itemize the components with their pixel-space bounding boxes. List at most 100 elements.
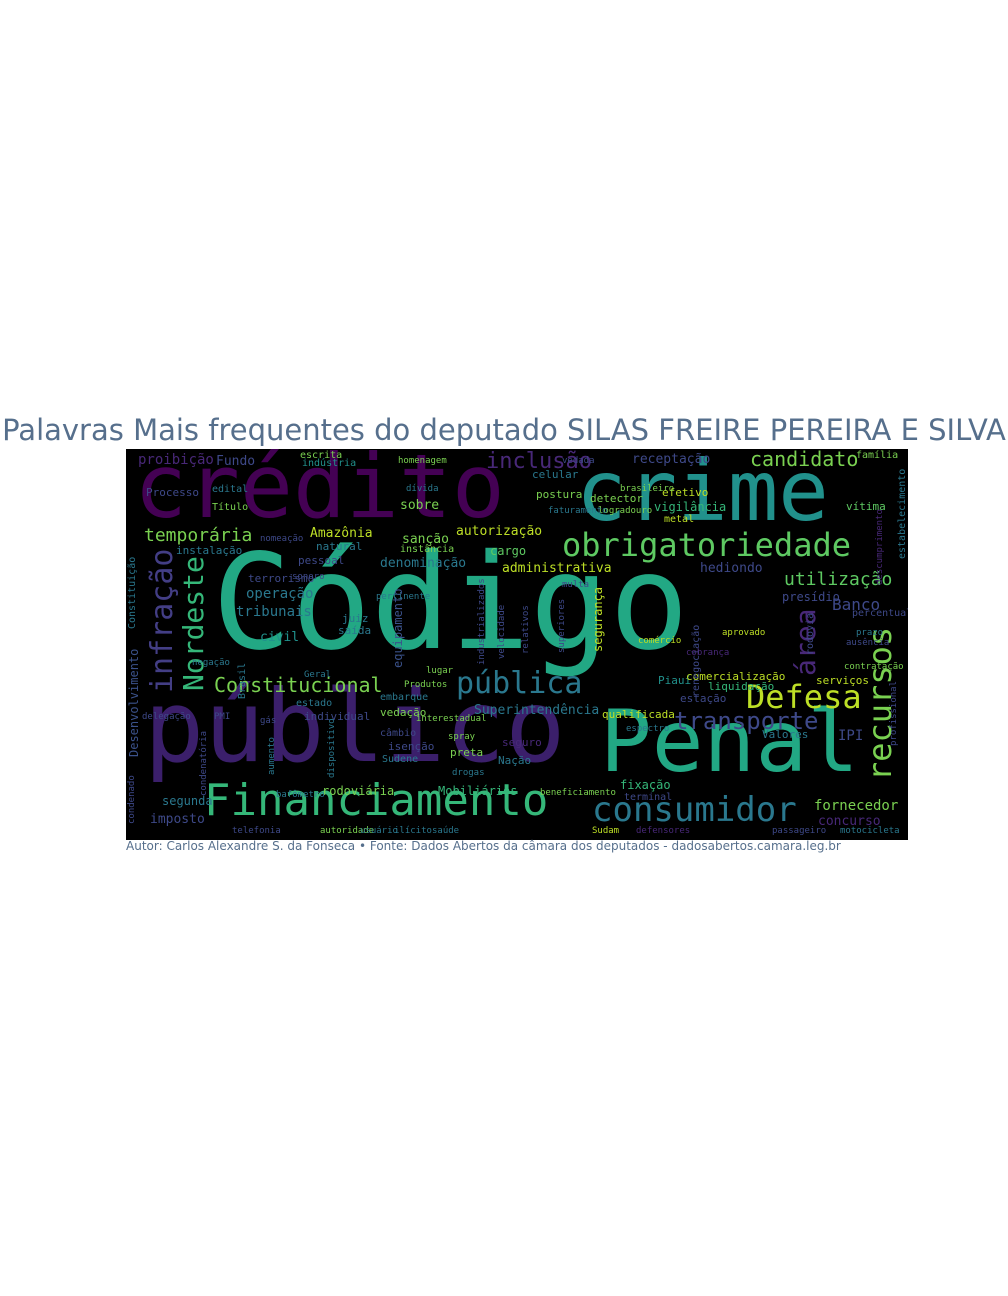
cloud-word: estabelecimento bbox=[897, 468, 908, 559]
cloud-word: velocidade bbox=[497, 604, 507, 659]
cloud-word: câmbio bbox=[380, 728, 417, 739]
cloud-word: Financiamento bbox=[204, 775, 549, 826]
cloud-word: autorização bbox=[456, 524, 543, 539]
cloud-word: spray bbox=[448, 732, 476, 742]
cloud-word: família bbox=[856, 450, 899, 461]
cloud-word: descumprimento bbox=[875, 508, 885, 585]
cloud-word: concurso bbox=[818, 814, 881, 829]
cloud-word: Sudene bbox=[382, 754, 419, 765]
cloud-word: faturamento bbox=[548, 506, 608, 516]
cloud-word: imposto bbox=[150, 812, 205, 827]
cloud-word: embarque bbox=[380, 692, 429, 703]
cloud-word: vigilância bbox=[654, 500, 727, 514]
cloud-word: usuário bbox=[360, 826, 398, 836]
cloud-word: homenagem bbox=[398, 456, 447, 466]
cloud-word: vítima bbox=[846, 500, 886, 513]
cloud-word: instância bbox=[400, 544, 455, 555]
cloud-word: fornecedor bbox=[814, 798, 899, 814]
cloud-word: crime bbox=[576, 449, 829, 540]
cloud-word: isenção bbox=[388, 740, 435, 753]
cloud-word: seguro bbox=[502, 736, 542, 749]
cloud-word: interestadual bbox=[416, 714, 487, 724]
cloud-word: cobrança bbox=[686, 648, 730, 658]
cloud-word: candidato bbox=[750, 449, 859, 471]
cloud-word: prazo bbox=[856, 628, 884, 638]
cloud-word: consumidor bbox=[592, 790, 797, 830]
cloud-word: percentual bbox=[852, 608, 908, 619]
cloud-word: metal bbox=[664, 514, 695, 525]
cloud-word: público bbox=[144, 668, 566, 785]
cloud-word: instalação bbox=[176, 544, 243, 557]
cloud-word: profissional bbox=[889, 680, 899, 746]
cloud-word: Constituição bbox=[127, 556, 138, 629]
cloud-word: terrorismo bbox=[248, 572, 315, 585]
source-credit: Autor: Carlos Alexandre S. da Fonseca • … bbox=[126, 839, 841, 853]
cloud-word: hediondo bbox=[700, 561, 763, 576]
cloud-word: bafômetro bbox=[276, 790, 325, 800]
cloud-word: pertinente bbox=[376, 592, 431, 602]
cloud-word: negação bbox=[192, 658, 230, 668]
cloud-word: terminal bbox=[624, 792, 673, 803]
cloud-word: celular bbox=[532, 468, 579, 481]
cloud-word: multa bbox=[562, 580, 590, 590]
cloud-word: postura bbox=[536, 488, 583, 501]
cloud-word: Código bbox=[212, 526, 689, 680]
cloud-word: Superintendência bbox=[474, 703, 600, 718]
cloud-word: Produtos bbox=[404, 680, 448, 690]
cloud-word: pública bbox=[456, 666, 583, 701]
cloud-word: saída bbox=[338, 624, 372, 637]
cloud-word: serviços bbox=[816, 674, 869, 687]
cloud-word: individual bbox=[304, 710, 371, 723]
cloud-word: natural bbox=[316, 540, 363, 553]
cloud-word: tribunais bbox=[236, 604, 312, 620]
cloud-word: inclusão bbox=[486, 449, 592, 474]
cloud-word: passageiro bbox=[772, 826, 827, 836]
cloud-word: logradouro bbox=[598, 506, 653, 516]
cloud-word: qualificada bbox=[602, 708, 675, 721]
cloud-word: vedação bbox=[380, 706, 427, 719]
cloud-word: Defesa bbox=[746, 678, 862, 716]
cloud-word: IPI bbox=[838, 728, 864, 744]
cloud-word: denominação bbox=[380, 556, 467, 571]
cloud-word: industrializados bbox=[477, 578, 487, 666]
cloud-word: Amazônia bbox=[310, 526, 373, 541]
cloud-word: transporte bbox=[674, 707, 819, 735]
cloud-word: ausência bbox=[846, 638, 890, 648]
cloud-word: nomeação bbox=[260, 534, 304, 544]
cloud-word: dispositivo bbox=[327, 718, 337, 779]
cloud-word: fixação bbox=[620, 778, 671, 792]
cloud-word: renegociação bbox=[691, 624, 702, 697]
cloud-word: indústria bbox=[302, 458, 357, 469]
cloud-word: aprovado bbox=[722, 628, 766, 638]
cloud-word: receptação bbox=[632, 452, 711, 467]
cloud-word: proibição bbox=[138, 452, 214, 468]
cloud-word: sanção bbox=[402, 532, 449, 547]
cloud-word: administrativa bbox=[502, 561, 612, 576]
cloud-word: comércio bbox=[638, 636, 682, 646]
cloud-word: saúde bbox=[432, 826, 460, 836]
cloud-word: beneficiamento bbox=[540, 788, 616, 798]
cloud-word: Piauí bbox=[658, 674, 692, 687]
cloud-word: motocicleta bbox=[840, 826, 900, 836]
cloud-word: Constitucional bbox=[214, 673, 383, 697]
cloud-word: segurança bbox=[591, 586, 605, 652]
cloud-word: autoridade bbox=[320, 826, 375, 836]
word-cloud: Código público crédito crime Penal Financiame… bbox=[126, 449, 908, 840]
cloud-word: utilização bbox=[784, 569, 893, 590]
cloud-word: lugar bbox=[426, 666, 454, 676]
cloud-word: espectro bbox=[626, 724, 670, 734]
cloud-word: cargo bbox=[490, 544, 527, 558]
cloud-word: Banco bbox=[832, 595, 881, 614]
cloud-word: edital bbox=[212, 484, 249, 495]
cloud-word: condenatória bbox=[199, 730, 209, 796]
cloud-word: contratação bbox=[844, 662, 904, 672]
cloud-word: Nordeste bbox=[177, 556, 210, 692]
cloud-word: operação bbox=[246, 586, 314, 602]
cloud-word: drogas bbox=[452, 768, 485, 778]
cloud-word: PMI bbox=[214, 712, 231, 722]
cloud-word: Mobiliários bbox=[438, 784, 518, 798]
cloud-word: Desenvolvimento bbox=[127, 648, 141, 757]
cloud-word: sobre bbox=[400, 498, 440, 513]
cloud-word: liquidação bbox=[708, 680, 775, 693]
cloud-word: telefonia bbox=[232, 826, 281, 836]
